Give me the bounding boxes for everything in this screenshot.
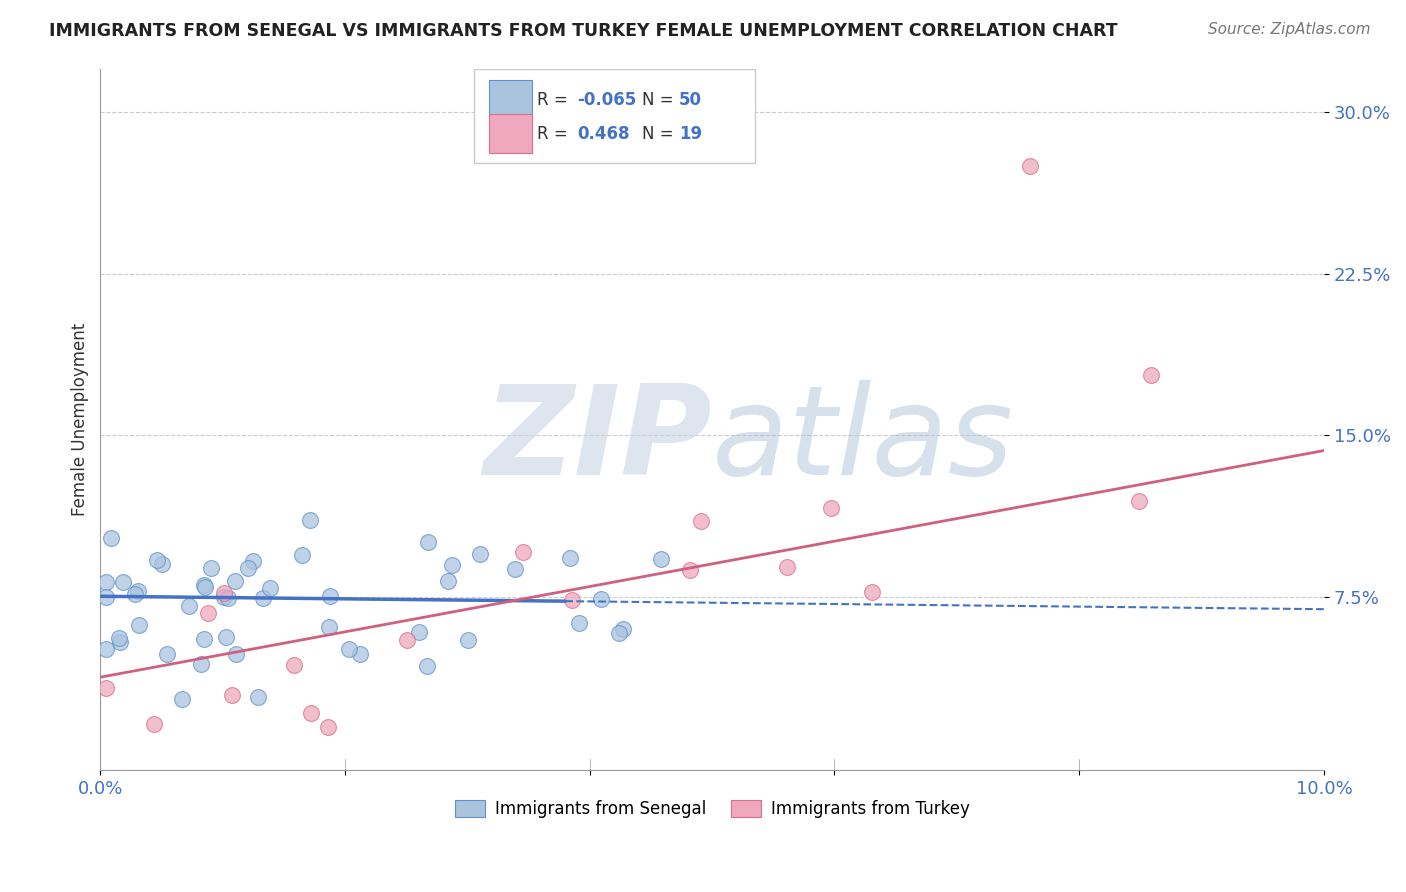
Point (124, 586, 146, 600)
Text: 50: 50 (679, 91, 702, 109)
Point (316, 720, 339, 734)
Point (252, 591, 274, 606)
Point (776, 559, 799, 574)
Point (259, 582, 281, 596)
Point (820, 501, 842, 516)
Point (127, 584, 149, 599)
Point (283, 658, 305, 673)
Point (155, 648, 177, 662)
Point (242, 554, 264, 568)
Text: N =: N = (643, 91, 679, 109)
Point (215, 630, 238, 644)
Legend: Immigrants from Senegal, Immigrants from Turkey: Immigrants from Senegal, Immigrants from… (449, 793, 976, 825)
Text: atlas: atlas (711, 380, 1014, 500)
Point (395, 632, 418, 647)
Point (142, 717, 165, 731)
Point (678, 563, 700, 577)
Point (221, 689, 243, 703)
Text: R =: R = (537, 125, 574, 143)
Point (1019, 159, 1042, 173)
Point (689, 514, 711, 528)
Point (568, 615, 591, 630)
FancyBboxPatch shape (489, 114, 533, 153)
Text: -0.065: -0.065 (578, 91, 637, 109)
Text: 0.468: 0.468 (578, 125, 630, 143)
Point (318, 620, 340, 634)
Point (177, 599, 200, 613)
Point (607, 626, 630, 640)
Point (319, 590, 342, 604)
Point (337, 641, 360, 656)
Point (558, 550, 581, 565)
Text: N =: N = (643, 125, 679, 143)
Point (150, 557, 173, 571)
Point (194, 580, 217, 594)
Point (212, 590, 235, 604)
Point (172, 692, 194, 706)
Point (457, 632, 479, 647)
Point (193, 578, 215, 592)
Text: 19: 19 (679, 125, 702, 143)
Point (436, 574, 458, 589)
Point (96, 681, 118, 695)
Point (408, 625, 430, 640)
Point (96, 591, 118, 605)
Point (212, 585, 235, 599)
Point (416, 659, 439, 673)
Point (416, 535, 439, 549)
Point (291, 548, 314, 562)
Y-axis label: Female Unemployment: Female Unemployment (72, 323, 89, 516)
Point (128, 618, 150, 632)
Point (193, 632, 215, 647)
Point (96, 574, 118, 589)
Point (100, 531, 122, 545)
Point (349, 647, 371, 661)
Point (224, 574, 246, 589)
Point (146, 552, 169, 566)
Point (512, 545, 534, 559)
Point (217, 591, 239, 605)
Text: R =: R = (537, 91, 574, 109)
Point (110, 635, 132, 649)
Point (503, 562, 526, 576)
Point (612, 622, 634, 636)
Point (225, 647, 247, 661)
Point (1140, 368, 1163, 383)
Point (860, 585, 883, 599)
Point (650, 552, 672, 566)
Point (247, 690, 270, 705)
Point (298, 513, 321, 527)
Text: ZIP: ZIP (484, 380, 711, 500)
Text: Source: ZipAtlas.com: Source: ZipAtlas.com (1208, 22, 1371, 37)
Point (1128, 493, 1150, 508)
FancyBboxPatch shape (489, 80, 533, 119)
Point (561, 593, 583, 607)
Point (440, 558, 463, 572)
FancyBboxPatch shape (474, 69, 755, 163)
Point (111, 575, 134, 590)
Point (190, 657, 212, 672)
Point (470, 547, 492, 561)
Point (591, 592, 613, 607)
Point (200, 561, 222, 575)
Point (96, 641, 118, 656)
Point (197, 606, 219, 620)
Point (299, 706, 322, 721)
Point (107, 631, 129, 645)
Text: IMMIGRANTS FROM SENEGAL VS IMMIGRANTS FROM TURKEY FEMALE UNEMPLOYMENT CORRELATIO: IMMIGRANTS FROM SENEGAL VS IMMIGRANTS FR… (49, 22, 1118, 40)
Point (236, 561, 259, 575)
